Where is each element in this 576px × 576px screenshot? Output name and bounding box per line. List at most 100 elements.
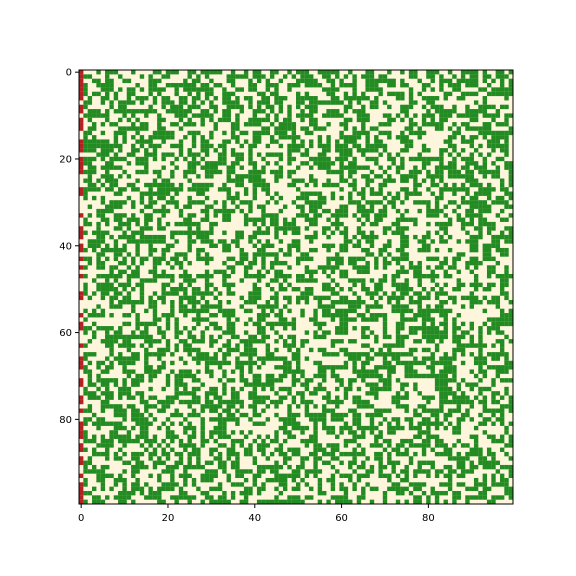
tree-cell bbox=[126, 438, 132, 444]
tree-cell bbox=[265, 477, 271, 483]
tree-cell bbox=[330, 230, 336, 235]
tree-cell bbox=[282, 456, 288, 461]
tree-cell bbox=[426, 417, 431, 422]
tree-cell bbox=[217, 347, 223, 353]
tree-cell bbox=[269, 499, 275, 505]
tree-cell bbox=[187, 451, 192, 457]
tree-cell bbox=[439, 382, 444, 387]
tree-cell bbox=[330, 291, 336, 296]
tree-cell bbox=[83, 217, 88, 222]
tree-cell bbox=[421, 330, 427, 335]
tree-cell bbox=[452, 165, 457, 170]
tree-cell bbox=[443, 451, 448, 457]
tree-cell bbox=[144, 330, 149, 335]
tree-cell bbox=[395, 352, 401, 357]
tree-cell bbox=[139, 161, 145, 166]
tree-cell bbox=[191, 70, 197, 75]
tree-cell bbox=[187, 373, 192, 379]
tree-cell bbox=[265, 456, 271, 461]
tree-cell bbox=[226, 247, 231, 253]
tree-cell bbox=[452, 143, 457, 149]
tree-cell bbox=[300, 460, 305, 465]
tree-cell bbox=[434, 334, 440, 340]
tree-cell bbox=[404, 187, 409, 192]
tree-cell bbox=[274, 126, 279, 131]
tree-cell bbox=[326, 70, 331, 75]
tree-cell bbox=[204, 174, 210, 179]
tree-cell bbox=[395, 273, 401, 279]
tree-cell bbox=[382, 317, 388, 322]
tree-cell bbox=[209, 304, 214, 309]
tree-cell bbox=[157, 234, 162, 240]
tree-cell bbox=[144, 152, 149, 157]
tree-cell bbox=[413, 269, 418, 275]
tree-cell bbox=[187, 391, 192, 396]
tree-cell bbox=[187, 460, 192, 465]
tree-cell bbox=[335, 208, 340, 214]
tree-cell bbox=[252, 195, 257, 201]
tree-cell bbox=[365, 343, 370, 348]
tree-cell bbox=[395, 260, 401, 266]
tree-cell bbox=[408, 126, 414, 131]
tree-cell bbox=[452, 326, 457, 331]
tree-cell bbox=[243, 499, 249, 505]
tree-cell bbox=[352, 265, 357, 270]
tree-cell bbox=[365, 70, 370, 75]
tree-cell bbox=[87, 395, 93, 400]
tree-cell bbox=[486, 287, 492, 292]
tree-cell bbox=[369, 104, 375, 110]
tree-cell bbox=[356, 404, 362, 409]
tree-cell bbox=[447, 247, 453, 253]
tree-cell bbox=[469, 239, 474, 244]
tree-cell bbox=[478, 460, 483, 465]
tree-cell bbox=[322, 460, 327, 465]
tree-cell bbox=[508, 317, 514, 322]
tree-cell bbox=[469, 469, 474, 474]
tree-cell bbox=[491, 161, 496, 166]
tree-cell bbox=[235, 139, 240, 144]
tree-cell bbox=[148, 187, 153, 192]
tree-cell bbox=[343, 326, 349, 331]
tree-cell bbox=[92, 469, 97, 474]
tree-cell bbox=[165, 208, 171, 214]
tree-cell bbox=[161, 234, 166, 240]
tree-cell bbox=[304, 356, 310, 361]
burning-cell bbox=[79, 378, 84, 383]
tree-cell bbox=[404, 217, 409, 222]
tree-cell bbox=[456, 217, 461, 222]
tree-cell bbox=[131, 360, 136, 366]
tree-cell bbox=[105, 365, 110, 370]
tree-cell bbox=[144, 191, 149, 196]
tree-cell bbox=[239, 152, 244, 157]
tree-cell bbox=[222, 373, 227, 379]
tree-cell bbox=[191, 399, 197, 405]
tree-cell bbox=[495, 130, 501, 136]
tree-cell bbox=[478, 391, 483, 396]
tree-cell bbox=[395, 490, 401, 496]
tree-cell bbox=[226, 326, 231, 331]
tree-cell bbox=[499, 352, 505, 357]
tree-cell bbox=[122, 495, 127, 500]
tree-cell bbox=[161, 135, 166, 140]
tree-cell bbox=[187, 330, 192, 335]
tree-cell bbox=[430, 104, 435, 110]
tree-cell bbox=[96, 143, 101, 149]
tree-cell bbox=[478, 330, 483, 335]
tree-cell bbox=[213, 313, 218, 318]
tree-cell bbox=[378, 78, 383, 84]
tree-cell bbox=[161, 482, 166, 487]
tree-cell bbox=[248, 161, 253, 166]
tree-cell bbox=[456, 174, 461, 179]
tree-cell bbox=[135, 130, 140, 136]
tree-cell bbox=[456, 287, 461, 292]
tree-cell bbox=[174, 412, 179, 418]
tree-cell bbox=[222, 139, 227, 144]
tree-cell bbox=[226, 100, 231, 105]
tree-cell bbox=[109, 287, 114, 292]
tree-cell bbox=[460, 399, 466, 405]
tree-cell bbox=[339, 308, 344, 314]
tree-cell bbox=[469, 117, 474, 123]
tree-cell bbox=[482, 243, 488, 248]
tree-cell bbox=[322, 447, 327, 452]
tree-cell bbox=[269, 260, 275, 266]
